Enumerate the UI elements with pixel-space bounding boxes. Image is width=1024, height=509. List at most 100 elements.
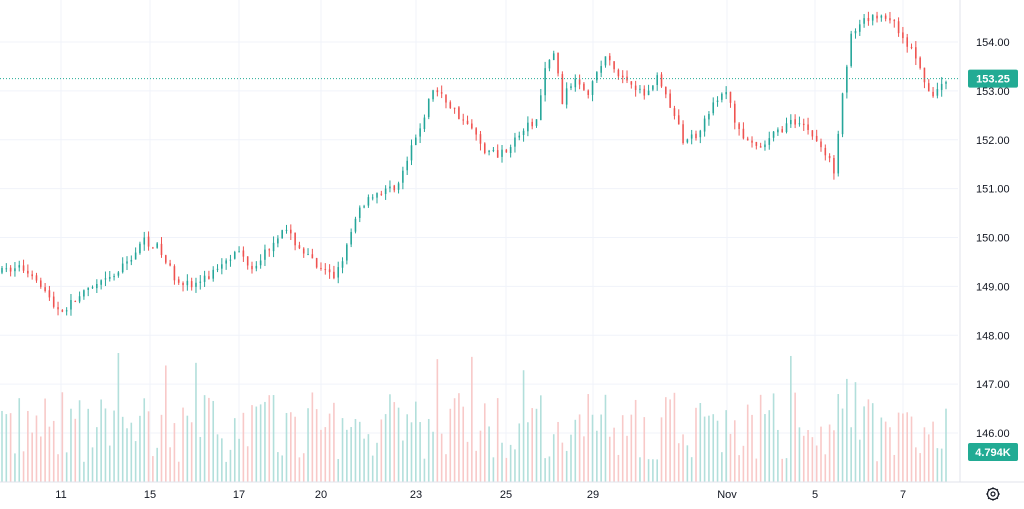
volume-badge — [968, 443, 1018, 461]
candle-body — [83, 290, 85, 297]
candle-body — [453, 107, 456, 109]
volume-bar — [613, 427, 615, 482]
volume-bar — [44, 398, 46, 482]
candle-body — [492, 149, 495, 151]
volume-bar — [759, 394, 762, 482]
candle-body — [31, 274, 33, 277]
volume-bar — [915, 447, 917, 482]
volume-bar — [660, 417, 663, 482]
x-axis[interactable]: 11 15 17 20 23 25 29 Nov 5 7 — [0, 481, 1024, 501]
candle-body — [384, 188, 387, 195]
candle-body — [423, 117, 426, 129]
candle-body — [673, 108, 676, 116]
candle-body — [889, 18, 891, 21]
volume-bar — [552, 434, 555, 482]
volume-bar — [354, 419, 357, 482]
volume-bar — [751, 414, 753, 482]
candle-body — [169, 263, 171, 266]
candle-body — [863, 18, 865, 24]
volume-bar — [311, 392, 314, 482]
volume-bar — [540, 395, 542, 482]
volume-bar — [14, 453, 16, 482]
volume-bar — [501, 442, 503, 482]
candle-body — [927, 83, 930, 92]
volume-bar — [242, 412, 245, 482]
candle-body — [600, 66, 602, 73]
candle-body — [841, 93, 844, 135]
candle-body — [397, 183, 400, 190]
candle-body — [134, 252, 137, 260]
candle-body — [143, 237, 146, 245]
volume-bar — [772, 393, 775, 482]
volume-bar — [811, 437, 814, 482]
candle-body — [466, 120, 469, 125]
candle-body — [229, 259, 232, 261]
candle-body — [790, 119, 792, 125]
x-tick-label: 25 — [500, 489, 512, 501]
volume-bar — [652, 459, 654, 482]
volume-bar — [565, 450, 568, 482]
volume-bar — [514, 449, 516, 482]
candle-body — [531, 121, 533, 127]
candle-body — [880, 15, 883, 18]
candle-body — [742, 128, 745, 139]
volume-bar — [617, 454, 620, 482]
volume-bar — [630, 414, 633, 482]
candle-body — [518, 135, 521, 138]
candle-body — [906, 37, 909, 47]
candle-body — [221, 264, 223, 269]
candle-body — [35, 275, 38, 281]
volume-bar — [544, 458, 546, 482]
volume-bar — [182, 407, 184, 482]
volume-bar — [716, 420, 719, 482]
candle-body — [307, 254, 309, 256]
volume-bar — [225, 461, 227, 482]
volume-bar — [871, 403, 874, 482]
volume-bar — [294, 416, 296, 482]
candle-body — [177, 279, 180, 283]
settings-button[interactable] — [982, 484, 1004, 504]
volume-bar — [285, 412, 288, 482]
x-tick-label: 23 — [410, 489, 422, 501]
volume-bar — [108, 445, 111, 482]
candle-body — [471, 123, 473, 129]
x-tick-label: 11 — [55, 489, 66, 501]
volume-bar — [272, 395, 275, 482]
volume-bar — [733, 420, 736, 482]
candle-body — [785, 123, 788, 133]
candle-body — [173, 266, 176, 281]
volume-bar — [380, 419, 383, 482]
volume-bar — [557, 421, 559, 482]
volume-bar — [169, 447, 171, 482]
volume-bar — [389, 394, 391, 482]
candle-body — [828, 155, 831, 159]
y-axis[interactable]: 146.00 147.00 148.00 149.00 150.00 151.00 152.… — [959, 0, 1010, 482]
volume-bar — [74, 418, 77, 482]
volume-bar — [488, 426, 490, 482]
candle-body — [522, 130, 525, 136]
candle-body — [251, 265, 253, 270]
volume-bar — [277, 452, 279, 482]
volume-bar — [216, 434, 219, 482]
volume-bar — [608, 436, 611, 482]
candle-body — [639, 88, 641, 90]
candle-body — [798, 123, 801, 125]
volume-bar — [113, 410, 115, 482]
candle-body — [660, 74, 663, 87]
volume-bar — [264, 401, 266, 482]
volume-bar — [427, 418, 430, 482]
volume-bar — [199, 436, 202, 482]
candle-body — [354, 218, 357, 232]
volume-bar — [423, 458, 426, 482]
candle-body — [199, 281, 202, 283]
volume-bar — [505, 457, 508, 482]
volume-bar — [910, 416, 913, 482]
candle-body — [514, 137, 516, 147]
volume-bar — [164, 365, 167, 482]
candle-body — [940, 83, 943, 90]
volume-bar — [699, 403, 702, 482]
volume-bar — [729, 433, 732, 482]
candle-body — [617, 69, 620, 77]
